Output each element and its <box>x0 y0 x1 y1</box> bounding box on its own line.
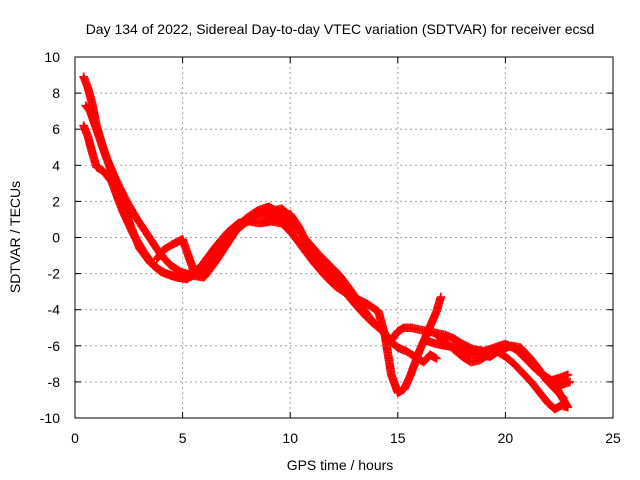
series-track-f <box>421 336 568 403</box>
x-tick-label: 25 <box>605 430 621 446</box>
y-tick-label: 0 <box>52 230 60 246</box>
x-tick-label: 5 <box>179 430 187 446</box>
series-track-a <box>79 72 575 390</box>
y-tick-label: -2 <box>48 266 61 282</box>
x-axis-label: GPS time / hours <box>287 457 394 473</box>
y-tick-label: -6 <box>48 338 61 354</box>
data-point <box>563 370 573 379</box>
series-track-b <box>79 121 446 398</box>
y-tick-label: 10 <box>44 49 60 65</box>
y-tick-label: 8 <box>52 85 60 101</box>
y-tick-label: -4 <box>48 302 61 318</box>
data-point <box>565 377 575 387</box>
x-tick-label: 15 <box>390 430 406 446</box>
y-tick-label: -8 <box>48 374 61 390</box>
y-axis-label: SDTVAR / TECUs <box>7 181 23 293</box>
x-tick-label: 20 <box>498 430 514 446</box>
y-tick-label: -10 <box>40 410 60 426</box>
x-tick-label: 10 <box>282 430 298 446</box>
y-tick-label: 2 <box>52 193 60 209</box>
data-point <box>558 392 567 402</box>
data-point <box>559 393 568 403</box>
data-points <box>79 72 575 414</box>
data-point <box>284 210 294 220</box>
series-track-d <box>152 202 295 277</box>
data-point <box>432 354 441 363</box>
y-tick-label: 4 <box>52 157 60 173</box>
data-point <box>436 292 446 302</box>
x-tick-labels: 0 5 10 15 20 25 <box>71 430 621 446</box>
tick-marks <box>74 56 614 419</box>
y-tick-labels: -10 -8 -6 -4 -2 0 2 4 6 8 10 <box>40 49 60 426</box>
x-tick-label: 0 <box>71 430 79 446</box>
y-tick-label: 6 <box>52 121 60 137</box>
data-point <box>285 211 295 221</box>
chart-title: Day 134 of 2022, Sidereal Day-to-day VTE… <box>86 21 595 37</box>
